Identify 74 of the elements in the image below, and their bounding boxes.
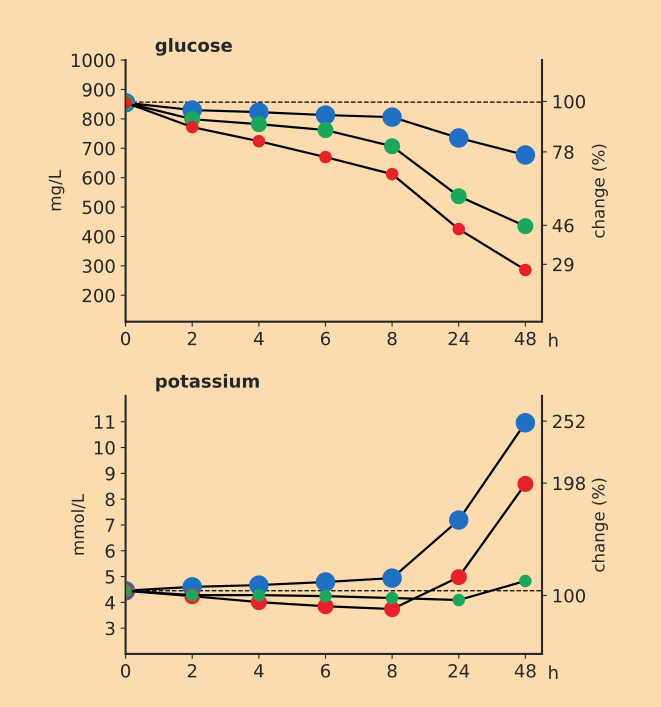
point xyxy=(516,145,536,165)
x-tick-label: 4 xyxy=(254,332,264,346)
y-tick-label: 8 xyxy=(106,492,115,506)
point xyxy=(317,122,334,138)
point xyxy=(382,568,402,588)
point xyxy=(517,476,534,492)
x-tick-label: 48 xyxy=(514,664,536,678)
point xyxy=(517,218,534,234)
point xyxy=(316,105,336,125)
y2-tick-label: 100 xyxy=(554,94,586,109)
y2-tick-label: 78 xyxy=(553,145,574,159)
y-tick-label: 5 xyxy=(106,570,114,584)
point xyxy=(384,138,400,154)
x-tick-label: 48 xyxy=(514,332,536,346)
y-tick-label: 7 xyxy=(106,518,114,532)
x-axis-title: h xyxy=(549,332,558,347)
y-tick-label: 300 xyxy=(82,259,115,273)
y-tick-label: 800 xyxy=(82,112,115,126)
point xyxy=(449,510,468,530)
y2-axis-title: change (%) xyxy=(592,478,608,572)
x-tick-label: 6 xyxy=(320,332,330,346)
x-tick-label: 6 xyxy=(320,664,330,678)
chart-title: potassium xyxy=(156,374,259,392)
point xyxy=(386,592,398,604)
x-tick-label: 0 xyxy=(121,664,130,678)
y-axis-title: mg/L xyxy=(48,170,64,210)
x-tick-label: 0 xyxy=(121,332,130,346)
y-tick-label: 200 xyxy=(82,288,115,302)
y-tick-label: 11 xyxy=(94,415,114,429)
y-tick-label: 700 xyxy=(82,142,115,156)
y-tick-label: 900 xyxy=(82,82,115,97)
point xyxy=(384,601,400,618)
y-tick-label: 1000 xyxy=(72,54,115,68)
point xyxy=(450,569,467,586)
x-tick-label: 8 xyxy=(388,332,397,346)
point xyxy=(519,264,532,276)
y2-tick-label: 100 xyxy=(554,588,586,603)
y-tick-label: 6 xyxy=(106,544,115,558)
point xyxy=(250,116,267,132)
point xyxy=(450,188,467,204)
x-tick-label: 2 xyxy=(188,332,196,346)
point xyxy=(386,168,398,180)
y2-tick-label: 252 xyxy=(553,414,584,428)
y-tick-label: 3 xyxy=(106,622,114,636)
y-tick-label: 500 xyxy=(82,200,115,214)
point xyxy=(252,134,266,148)
y2-tick-label: 198 xyxy=(554,476,585,490)
point xyxy=(319,590,332,602)
x-tick-label: 24 xyxy=(448,664,470,678)
point xyxy=(449,128,468,148)
y-tick-label: 400 xyxy=(82,230,115,244)
point xyxy=(252,588,266,602)
y-axis-title: mmol/L xyxy=(71,494,86,555)
y-tick-label: 600 xyxy=(82,171,115,185)
point xyxy=(452,594,465,606)
point xyxy=(516,413,536,432)
y2-axis-title: change (%) xyxy=(592,144,608,238)
y2-tick-label: 46 xyxy=(552,218,574,232)
point xyxy=(319,150,332,164)
chart-title: glucose xyxy=(156,38,232,56)
y-tick-label: 10 xyxy=(94,440,115,455)
point xyxy=(452,222,465,236)
point xyxy=(186,120,198,134)
point xyxy=(382,107,402,127)
point xyxy=(519,574,532,588)
y2-tick-label: 29 xyxy=(553,258,574,272)
x-axis-title: h xyxy=(549,665,558,679)
point xyxy=(316,572,336,592)
y-tick-label: 4 xyxy=(105,596,115,610)
y-tick-label: 9 xyxy=(106,466,115,480)
x-tick-label: 4 xyxy=(254,664,264,678)
x-tick-label: 24 xyxy=(448,332,470,346)
x-tick-label: 8 xyxy=(388,664,397,678)
x-tick-label: 2 xyxy=(188,664,196,678)
